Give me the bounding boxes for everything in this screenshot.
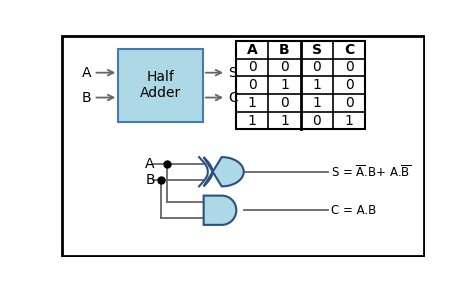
Text: S: S	[228, 66, 237, 80]
Text: 0: 0	[280, 96, 289, 110]
Text: 1: 1	[280, 114, 289, 127]
Text: S = $\overline{\rm A}$.B+ A.$\overline{\rm B}$: S = $\overline{\rm A}$.B+ A.$\overline{\…	[331, 164, 411, 180]
Text: 1: 1	[248, 96, 256, 110]
Text: S: S	[312, 43, 322, 57]
Text: 0: 0	[312, 114, 321, 127]
Text: 1: 1	[312, 78, 321, 92]
Text: A: A	[247, 43, 257, 57]
Text: A: A	[145, 157, 155, 171]
Text: A: A	[82, 66, 91, 80]
Text: 0: 0	[345, 78, 354, 92]
Text: C: C	[344, 43, 354, 57]
Bar	[236, 41, 365, 129]
Text: C = A.B: C = A.B	[331, 204, 376, 217]
Text: 1: 1	[312, 96, 321, 110]
Polygon shape	[204, 196, 237, 225]
Text: B: B	[82, 90, 91, 105]
Text: Half
Adder: Half Adder	[140, 70, 181, 100]
Text: B: B	[279, 43, 290, 57]
Text: 0: 0	[345, 60, 354, 74]
Polygon shape	[204, 157, 244, 186]
Text: 1: 1	[345, 114, 354, 127]
Text: 1: 1	[248, 114, 256, 127]
Text: 0: 0	[248, 78, 256, 92]
Text: 0: 0	[280, 60, 289, 74]
Bar	[118, 49, 203, 122]
Text: 0: 0	[312, 60, 321, 74]
Text: 0: 0	[345, 96, 354, 110]
Text: 1: 1	[280, 78, 289, 92]
Text: C: C	[228, 90, 238, 105]
Text: B: B	[145, 173, 155, 187]
Text: 0: 0	[248, 60, 256, 74]
